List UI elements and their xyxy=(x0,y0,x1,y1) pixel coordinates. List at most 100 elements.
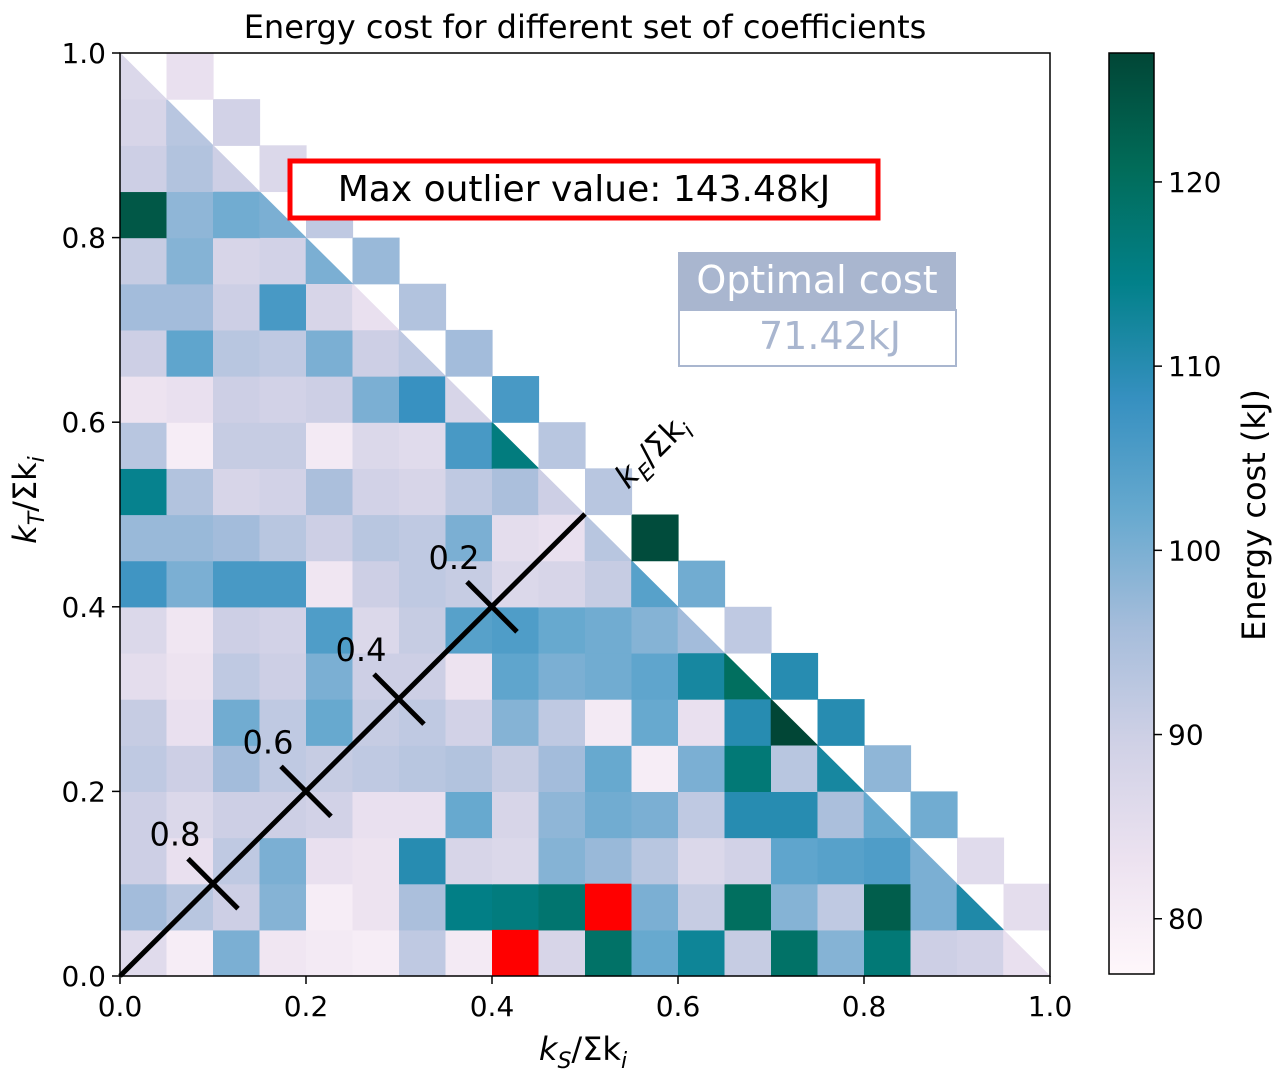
diagonal-tick-label: 0.8 xyxy=(150,816,201,854)
heatmap-cell xyxy=(585,791,633,839)
x-tick-label: 0.2 xyxy=(284,990,329,1023)
heatmap-cell xyxy=(724,745,772,792)
heatmap-cell xyxy=(259,837,307,885)
heatmap-cell xyxy=(259,514,307,562)
heatmap-cell xyxy=(399,883,447,931)
heatmap-cell xyxy=(120,652,168,700)
heatmap-cell xyxy=(817,699,865,746)
heatmap-cell xyxy=(678,745,726,792)
heatmap-cell xyxy=(538,791,586,839)
heatmap-cell xyxy=(213,791,261,839)
heatmap-cell xyxy=(352,329,400,377)
heatmap-cell xyxy=(585,699,633,746)
diagonal-tick-label: 0.2 xyxy=(429,539,480,577)
heatmap-cell xyxy=(445,375,493,423)
heatmap-cell xyxy=(631,699,679,746)
heatmap-cell xyxy=(259,560,307,608)
heatmap-cell xyxy=(166,468,214,516)
heatmap-cell xyxy=(120,560,168,608)
heatmap-cell xyxy=(305,236,354,285)
heatmap-cell xyxy=(771,791,819,839)
outlier-cell xyxy=(585,883,632,930)
y-tick-label: 0.0 xyxy=(61,960,106,993)
heatmap-cell xyxy=(352,376,400,423)
optimal-cost-value: 71.42kJ xyxy=(759,314,901,358)
heatmap-cell xyxy=(538,467,586,515)
heatmap-cell xyxy=(1003,929,1051,977)
heatmap-cell xyxy=(213,606,261,654)
heatmap-cell xyxy=(352,606,400,654)
heatmap-cell xyxy=(259,237,307,285)
heatmap-cell xyxy=(259,190,307,238)
heatmap-cell xyxy=(492,791,540,839)
heatmap-cell xyxy=(352,283,400,331)
diagonal-tick-label: 0.4 xyxy=(336,631,387,669)
y-axis-ticks: 0.0 0.2 0.4 0.6 0.8 1.0 xyxy=(61,37,120,993)
diagonal-markers: 0.8 0.6 0.4 0.2 xyxy=(150,539,519,911)
heatmap-cell xyxy=(120,376,168,423)
heatmap-cell xyxy=(585,837,633,885)
colorbar-tick-label: 110 xyxy=(1168,350,1221,383)
colorbar-tick-label: 90 xyxy=(1168,719,1204,752)
diagonal-tick-label: 0.6 xyxy=(243,723,294,761)
heatmap-cell xyxy=(678,837,726,885)
heatmap-cell xyxy=(259,652,307,700)
x-tick-label: 0.4 xyxy=(470,990,515,1023)
heatmap-cell xyxy=(166,422,214,469)
outlier-cells xyxy=(492,883,632,976)
heatmap-cell xyxy=(445,837,493,885)
heatmap-cell xyxy=(631,837,679,885)
heatmap-cell xyxy=(166,514,214,562)
diagonal-tick-mark xyxy=(372,672,426,726)
heatmap-cell xyxy=(957,929,1005,977)
heatmap-cell xyxy=(120,606,168,654)
heatmap-cell xyxy=(678,652,726,700)
heatmap-cell xyxy=(120,514,168,562)
heatmap-cell xyxy=(213,699,261,746)
heatmap-cell xyxy=(259,283,307,331)
heatmap-cell xyxy=(910,836,958,885)
heatmap-cell xyxy=(120,745,168,792)
heatmap-cell xyxy=(538,745,586,792)
heatmap-cell xyxy=(631,559,679,608)
heatmap-cell xyxy=(492,376,540,423)
heatmap-cell xyxy=(306,468,354,516)
x-tick-label: 0.6 xyxy=(656,990,701,1023)
heatmap-cell xyxy=(585,929,633,977)
heatmap-cell xyxy=(538,560,586,608)
heatmap-cell xyxy=(817,883,865,931)
heatmap-cell xyxy=(492,745,540,792)
heatmap-cell xyxy=(585,652,633,700)
heatmap-cell xyxy=(910,929,958,977)
heatmap-cell xyxy=(212,144,261,192)
heatmap-cell xyxy=(956,882,1005,931)
heatmap-cell xyxy=(306,606,354,654)
heatmap-cell xyxy=(724,652,772,700)
heatmap-cell xyxy=(399,283,447,331)
heatmap-cell xyxy=(352,468,400,516)
heatmap-cell xyxy=(445,699,493,746)
heatmap-cell xyxy=(166,237,214,285)
y-tick-label: 0.4 xyxy=(61,591,106,624)
heatmap-cell xyxy=(259,376,307,423)
heatmap-cell xyxy=(585,560,633,608)
heatmap-cell xyxy=(399,929,447,977)
heatmap-cell xyxy=(864,929,912,977)
heatmap-cell xyxy=(678,699,726,746)
heatmap-cell xyxy=(445,883,493,931)
y-tick-label: 0.8 xyxy=(61,222,106,255)
heatmap-cell xyxy=(538,929,586,977)
x-axis-ticks: 0.0 0.2 0.4 0.6 0.8 1.0 xyxy=(98,976,1072,1023)
plot-frame xyxy=(119,52,1051,977)
y-tick-label: 0.6 xyxy=(61,406,106,439)
heatmap-cell xyxy=(259,699,307,746)
heatmap-cell xyxy=(538,606,586,654)
heatmap-cell xyxy=(585,606,633,654)
heatmap-cell xyxy=(259,422,307,469)
heatmap-cell xyxy=(166,560,214,608)
heatmap-cells xyxy=(119,52,1051,977)
heatmap-cell xyxy=(306,652,354,700)
heatmap-cell xyxy=(166,53,214,100)
heatmap-cell xyxy=(631,791,679,839)
